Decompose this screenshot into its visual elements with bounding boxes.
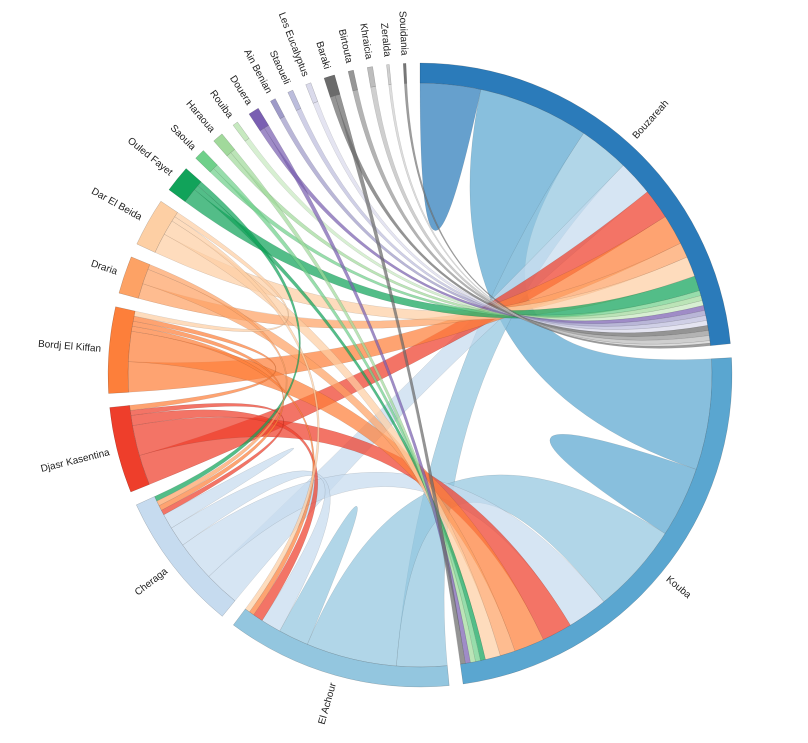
group-arc [109,405,150,493]
group-arc [305,82,319,104]
group-label: Zeralda [378,22,392,57]
group-arc [232,608,450,688]
ribbon [404,83,711,349]
group-label: Dar El Beida [89,186,144,223]
group-arc [287,89,302,111]
group-arc [248,107,269,132]
group-arc [386,64,392,85]
group-label: Bordj El Kiffan [38,339,102,355]
group-arc [323,74,341,98]
group-arcs [107,62,733,688]
ribbon [549,433,697,535]
group-label: Baraki [313,40,332,70]
group-label: Haraoua [183,99,217,136]
group-arc [366,66,376,88]
group-label: Kouba [664,574,694,601]
group-label: Draria [89,258,119,277]
group-label: Bouzareah [631,98,672,141]
group-arc [347,69,358,92]
group-label: Djasr Kasentina [40,447,112,475]
group-arc [195,150,218,173]
group-label: El Achour [317,681,339,726]
group-arc [168,168,202,202]
group-arc [460,357,733,685]
group-arc [107,306,136,394]
group-label: Douera [227,74,254,108]
ribbon [163,447,295,529]
group-label: Rouiba [207,88,235,120]
group-arc [402,63,408,84]
group-label: Souidania [396,11,409,56]
ribbon [306,474,666,667]
group-arc [419,62,731,346]
group-label: Ouled Fayet [125,136,174,179]
group-arc [118,256,151,299]
ribbon [279,506,358,645]
group-arc [232,121,250,142]
group-arc [270,98,285,120]
group-label: Staoueli [267,49,292,86]
group-arc [136,200,178,253]
group-label: Saoula [168,123,198,153]
group-label: Cheraga [133,566,170,598]
group-arc [135,496,236,617]
ribbons [127,82,713,668]
group-label: Birtouta [336,28,354,64]
group-arc [213,133,236,157]
group-label: Khraicia [357,23,374,61]
